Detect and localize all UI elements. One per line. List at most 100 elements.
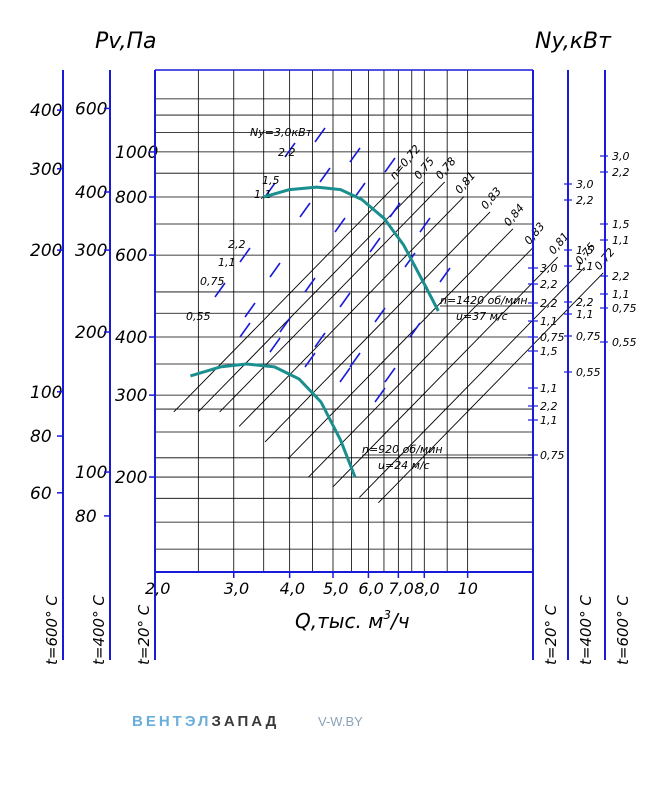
power-tick [389, 202, 401, 218]
right-power-20-label: 1,5 [540, 345, 558, 358]
right-power-20-label: 0,75 [540, 449, 565, 462]
y-tick-label: 400 [75, 183, 107, 203]
power-tick [354, 182, 366, 198]
x-tick-label: 4,0 [280, 579, 305, 598]
y-tick-label: 80 [30, 427, 52, 447]
power-tick [339, 292, 351, 308]
power-label: Ny=3,0кВт [250, 126, 313, 139]
right-power-20-label: 0,75 [540, 331, 565, 344]
power-tick [339, 367, 351, 383]
x-tick-label: 7,0 [388, 579, 413, 598]
power-tick [284, 142, 296, 158]
brand-part-1: ВЕНТЭЛ [132, 713, 212, 730]
right-power-600-label: 0,55 [612, 336, 637, 349]
power-tick [319, 167, 331, 183]
power-tick [384, 157, 396, 173]
power-label: 0,55 [186, 310, 211, 323]
temp-left-20: t=20° C [135, 604, 153, 665]
brand-part-2: ЗАПАД [211, 713, 280, 730]
y-tick-label: 200 [75, 323, 107, 343]
power-tick [409, 322, 421, 338]
power-tick [374, 307, 386, 323]
power-tick [269, 337, 281, 353]
y-tick-label: 300 [115, 386, 147, 406]
temp-left-400: t=400° C [90, 595, 108, 665]
x-tick-label: 5,0 [323, 579, 348, 598]
power-tick [384, 367, 396, 383]
performance-curve-920 [189, 362, 357, 478]
efficiency-line [332, 256, 559, 488]
y-tick-label: 80 [75, 507, 97, 527]
brand-logo: ВЕНТЭЛЗАПАД [132, 713, 279, 730]
right-power-600-label: 1,5 [612, 218, 630, 231]
x-tick-label: 8,0 [414, 579, 439, 598]
right-power-20-label: 3,0 [540, 262, 558, 275]
right-power-400-label: 0,55 [576, 366, 601, 379]
right-power-400-label: 0,75 [576, 330, 601, 343]
efficiency-label: 0,78 [433, 155, 459, 182]
power-tick [304, 277, 316, 293]
power-tick [349, 352, 361, 368]
y-tick-label: 100 [30, 383, 62, 403]
power-tick [419, 217, 431, 233]
power-label: 2,2 [228, 238, 246, 251]
annotation-920: n=920 об/мин [362, 443, 443, 456]
power-label: 1,1 [218, 256, 236, 269]
annotation-1420-speed: u=37 м/с [456, 310, 508, 323]
power-tick [439, 267, 451, 283]
temp-left-600: t=600° C [43, 595, 61, 665]
right-power-400-label: 1,1 [576, 308, 594, 321]
power-tick [374, 387, 386, 403]
right-power-600-label: 0,75 [612, 302, 637, 315]
right-power-20-label: 1,1 [540, 414, 558, 427]
y-tick-label: 800 [115, 188, 147, 208]
efficiency-line [378, 272, 604, 504]
x-tick-label: 6,0 [358, 579, 383, 598]
efficiency-line [287, 228, 514, 460]
right-power-400-label: 1,1 [576, 260, 594, 273]
x-axis-title-main: Q,тыс. м [295, 609, 383, 633]
power-tick [349, 147, 361, 163]
efficiency-label: 0,83 [478, 185, 504, 212]
right-power-600-label: 2,2 [612, 270, 630, 283]
right-power-600-label: 2,2 [612, 166, 630, 179]
power-label: 1,1 [254, 188, 272, 201]
right-power-600-label: 1,1 [612, 288, 630, 301]
power-tick [239, 247, 251, 263]
site-url[interactable]: V-W.BY [318, 714, 363, 729]
right-power-400-label: 3,0 [576, 178, 594, 191]
annotation-1420: n=1420 об/мин [440, 294, 528, 307]
y-tick-label: 400 [115, 328, 147, 348]
power-tick [304, 352, 316, 368]
annotation-920-speed: u=24 м/с [378, 459, 430, 472]
power-label: 0,75 [200, 275, 225, 288]
performance-curve-1420 [263, 185, 440, 312]
y-tick-label: 300 [30, 160, 62, 180]
y-tick-label: 200 [30, 241, 62, 261]
power-tick [299, 202, 311, 218]
right-power-400-label: 2,2 [576, 194, 594, 207]
fan-performance-chart: 2,0 3,0 4,0 5,0 6,0 7,0 8,0 10 1000 800 600 400 300 2… [30, 29, 637, 665]
y-tick-label: 600 [115, 246, 147, 266]
right-power-400-label: 2,2 [576, 296, 594, 309]
temp-right-600: t=600° C [614, 595, 632, 665]
power-tick [369, 237, 381, 253]
y-tick-label: 400 [30, 101, 62, 121]
temp-right-20: t=20° C [542, 604, 560, 665]
chart-grid: 2,0 3,0 4,0 5,0 6,0 7,0 8,0 10 1000 800 600 400 300 2… [30, 70, 533, 598]
right-power-20-label: 1,1 [540, 315, 558, 328]
x-tick-label: 3,0 [224, 579, 249, 598]
right-axis-title: Ny,кВт [535, 29, 612, 54]
efficiency-line [238, 196, 465, 427]
power-tick [239, 322, 251, 338]
right-power-600-label: 3,0 [612, 150, 630, 163]
y-tick-label: 1000 [115, 143, 158, 163]
x-tick-label: 2,0 [145, 579, 170, 598]
x-axis-title-exp: 3 [383, 608, 391, 622]
efficiency-line [219, 181, 446, 413]
x-axis-title: Q,тыс. м3/ч [295, 608, 410, 633]
efficiency-label: 0,84 [501, 202, 527, 229]
y-tick-label: 60 [30, 484, 52, 504]
y-tick-label: 200 [115, 468, 147, 488]
right-power-20-label: 2,2 [540, 278, 558, 291]
